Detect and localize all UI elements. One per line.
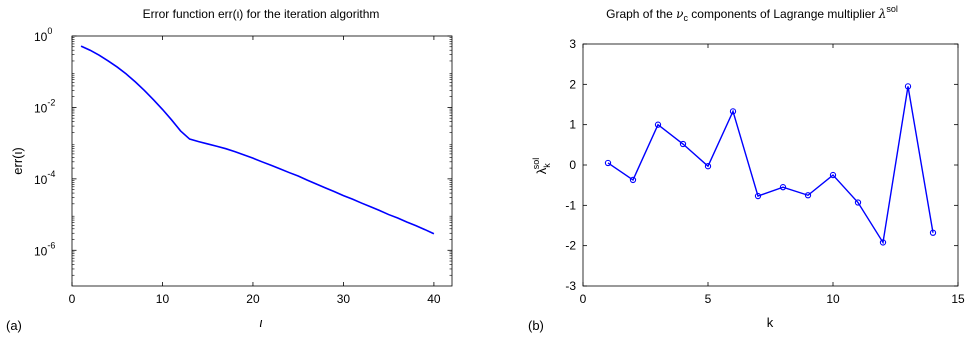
chart-a-x-label: ι <box>260 315 263 330</box>
chart-a-y-tick-label: 10-4 <box>34 169 55 187</box>
chart-b-point <box>604 159 612 167</box>
chart-b-point <box>679 140 687 148</box>
chart-b-y-tick-label: 2 <box>569 77 576 91</box>
chart-b-y-tick-label: -1 <box>565 198 576 212</box>
chart-b-point <box>904 83 912 90</box>
chart-b-y-ticks: -3 -2 -1 0 1 2 3 <box>565 37 958 293</box>
chart-a-y-label: err(ι) <box>10 147 25 174</box>
chart-b-point <box>729 108 737 115</box>
chart-a-x-tick-label: 10 <box>156 292 170 306</box>
chart-a-panel-label: (a) <box>6 318 22 333</box>
chart-b-y-tick-label: -2 <box>565 239 576 253</box>
chart-a-title: Error function err(ι) for the iteration … <box>143 7 380 21</box>
chart-b-x-tick-label: 10 <box>826 292 840 306</box>
chart-b-y-tick-label: -3 <box>565 279 576 293</box>
chart-b-point <box>929 229 937 236</box>
chart-b-x-label: k <box>767 315 774 330</box>
chart-b-point <box>804 192 812 199</box>
chart-a: Error function err(ι) for the iteration … <box>6 7 453 333</box>
chart-b-series-line <box>607 86 934 245</box>
chart-a-x-tick-label: 0 <box>69 292 76 306</box>
chart-a-x-tick-label: 30 <box>337 292 351 306</box>
chart-a-x-tick-label: 40 <box>427 292 441 306</box>
chart-b-point <box>779 184 787 191</box>
chart-b-point <box>629 176 637 184</box>
chart-b-markers <box>604 83 937 246</box>
chart-a-y-tick-label: 10-6 <box>34 240 55 258</box>
chart-b-y-tick-label: 1 <box>569 118 576 132</box>
chart-b: Graph of the νc components of Lagrange m… <box>528 4 965 333</box>
chart-a-y-tick-label: 10-2 <box>34 97 55 115</box>
chart-b-y-label: λksol <box>531 158 552 175</box>
chart-b-x-tick-label: 15 <box>951 292 965 306</box>
chart-b-point <box>654 121 662 128</box>
chart-b-panel-label: (b) <box>528 318 544 333</box>
chart-a-x-tick-label: 20 <box>246 292 260 306</box>
chart-a-series-line <box>80 45 435 235</box>
chart-b-point <box>704 163 712 170</box>
chart-b-title: Graph of the νc components of Lagrange m… <box>606 4 898 23</box>
chart-a-axes-box <box>71 35 453 287</box>
chart-a-y-tick-label: 100 <box>34 26 52 44</box>
chart-a-y-ticks: 10-6 10-4 10-2 100 <box>34 26 452 276</box>
chart-b-point <box>879 239 887 246</box>
chart-a-x-ticks: 0 10 20 30 40 <box>69 36 441 306</box>
chart-b-point <box>854 199 862 206</box>
chart-b-point <box>829 171 837 179</box>
chart-b-y-tick-label: 3 <box>569 37 576 51</box>
chart-b-x-ticks: 0 5 10 15 <box>580 44 965 306</box>
chart-b-y-tick-label: 0 <box>569 158 576 172</box>
chart-b-point <box>754 192 762 200</box>
chart-b-x-tick-label: 0 <box>580 292 587 306</box>
chart-b-x-tick-label: 5 <box>705 292 712 306</box>
